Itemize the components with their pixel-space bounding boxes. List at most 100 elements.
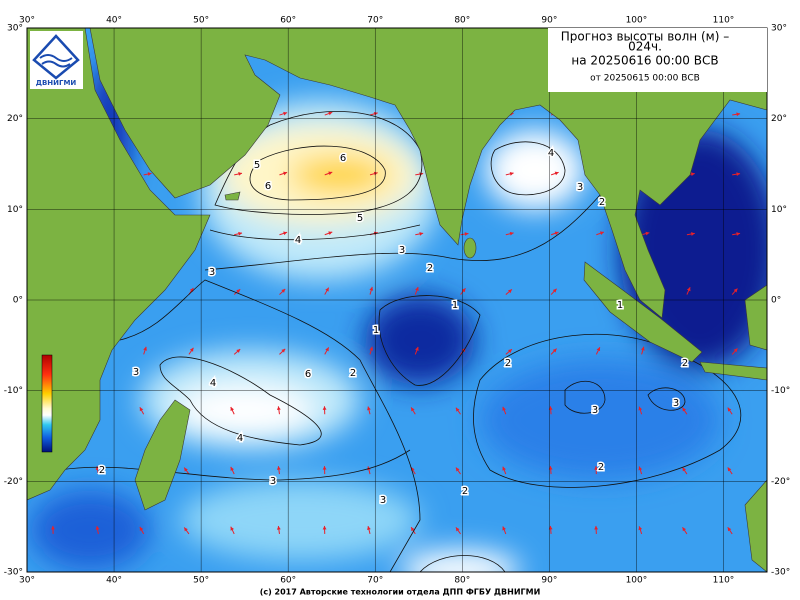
lon-tick-label: 90°	[541, 576, 557, 586]
contour-line	[419, 555, 506, 572]
wave-arrow	[369, 346, 374, 355]
contour-line	[564, 381, 606, 414]
arrow-head	[322, 406, 327, 410]
arrow-head	[230, 526, 235, 531]
colorbar	[41, 354, 53, 453]
arrow-head	[373, 171, 378, 176]
contour-line	[378, 295, 481, 386]
arrow-head	[508, 349, 512, 353]
land-madagascar	[134, 399, 191, 511]
land-java	[699, 361, 767, 381]
arrow-head	[686, 287, 691, 292]
arrow-head	[325, 287, 329, 292]
contour-label: 2	[505, 358, 511, 369]
wave-arrow	[460, 287, 466, 295]
arrow-head	[502, 466, 506, 471]
footer: (c) 2017 Авторские технологии отдела ДПП…	[260, 588, 541, 597]
lat-tick-label: 0°	[13, 296, 23, 306]
contour-line	[647, 387, 686, 411]
arrow-head	[373, 111, 378, 116]
wave-arrow	[139, 526, 145, 535]
arrow-head	[322, 525, 327, 530]
lat-tick-label: 20°	[771, 114, 787, 124]
arrow-head	[733, 288, 738, 293]
contour-label: 6	[340, 153, 346, 164]
colorbar-ramp	[41, 354, 53, 453]
wave-arrow	[279, 348, 286, 355]
contour-label: 4	[237, 433, 243, 444]
arrow-head	[640, 346, 645, 351]
wave-arrow	[727, 407, 733, 415]
lon-tick-label: 80°	[454, 16, 470, 26]
wave-arrow	[638, 466, 643, 475]
contour-label: 2	[99, 465, 105, 476]
lat-tick-label: 10°	[771, 205, 787, 215]
title-box: Прогноз высоты волн (м) – 024ч. на 20250…	[548, 28, 767, 92]
wave-arrow	[324, 231, 333, 236]
contour-label: 4	[295, 235, 301, 246]
arrow-head	[411, 527, 415, 532]
contour-label: 5	[254, 160, 260, 171]
arrow-head	[415, 287, 419, 292]
arrow-head	[281, 348, 286, 353]
contour-label: 3	[577, 182, 583, 193]
wave-arrow	[279, 288, 286, 295]
contour-line	[490, 141, 566, 196]
lat-tick-label: 30°	[7, 24, 23, 34]
wave-arrow	[727, 526, 733, 535]
arrow-head	[283, 231, 288, 236]
arrow-head	[276, 406, 281, 411]
arrow-head	[638, 466, 643, 471]
wave-arrow	[276, 466, 281, 475]
contour-label: 3	[209, 267, 215, 278]
wave-arrow	[732, 172, 741, 177]
contour-label: 2	[350, 368, 356, 379]
wave-arrow	[550, 171, 559, 176]
contour-label: 2	[462, 486, 468, 497]
logo-box	[30, 31, 83, 89]
title-subline: от 20250615 00:00 ВСВ	[590, 74, 700, 84]
wave-arrow	[410, 407, 416, 415]
lat-tick-label: -10°	[771, 386, 790, 396]
contour-label: 3	[399, 245, 405, 256]
wave-arrow	[414, 286, 419, 295]
wave-arrow	[230, 466, 235, 475]
arrow-head	[554, 171, 559, 176]
wave-arrow	[505, 348, 513, 355]
lat-tick-label: 20°	[7, 114, 23, 124]
contour-label: 6	[305, 369, 311, 380]
arrow-head	[236, 349, 241, 353]
wave-arrow	[410, 526, 416, 535]
lat-tick-label: 10°	[7, 205, 23, 215]
wave-arrow	[731, 348, 738, 355]
contour-line	[204, 194, 601, 271]
wave-arrow	[234, 231, 243, 236]
wave-arrow	[139, 406, 145, 415]
wave-arrow	[279, 111, 288, 116]
lon-tick-label: 110°	[713, 576, 735, 586]
contour-label: 1	[373, 325, 379, 336]
arrow-head	[645, 231, 650, 236]
wave-arrow	[324, 347, 330, 355]
wave-arrow	[548, 406, 553, 415]
arrow-head	[691, 232, 695, 236]
contour-label: 4	[210, 378, 216, 389]
contour-label: 5	[357, 213, 363, 224]
wave-arrow	[322, 406, 327, 415]
arrow-head	[599, 231, 604, 236]
arrow-head	[415, 346, 419, 351]
arrow-head	[367, 526, 371, 531]
arrow-head	[230, 466, 235, 471]
wave-arrow	[322, 525, 327, 534]
contour-label: 3	[380, 495, 386, 506]
wave-arrow	[95, 525, 100, 535]
contours	[59, 110, 742, 572]
wave-arrow	[367, 406, 371, 415]
arrow-head	[51, 525, 55, 530]
wave-arrow	[230, 526, 235, 535]
arrow-head	[594, 525, 599, 530]
arrow-head	[682, 467, 687, 472]
wave-arrow	[502, 406, 507, 415]
arrow-head	[502, 406, 506, 411]
lon-tick-label: 70°	[367, 576, 383, 586]
